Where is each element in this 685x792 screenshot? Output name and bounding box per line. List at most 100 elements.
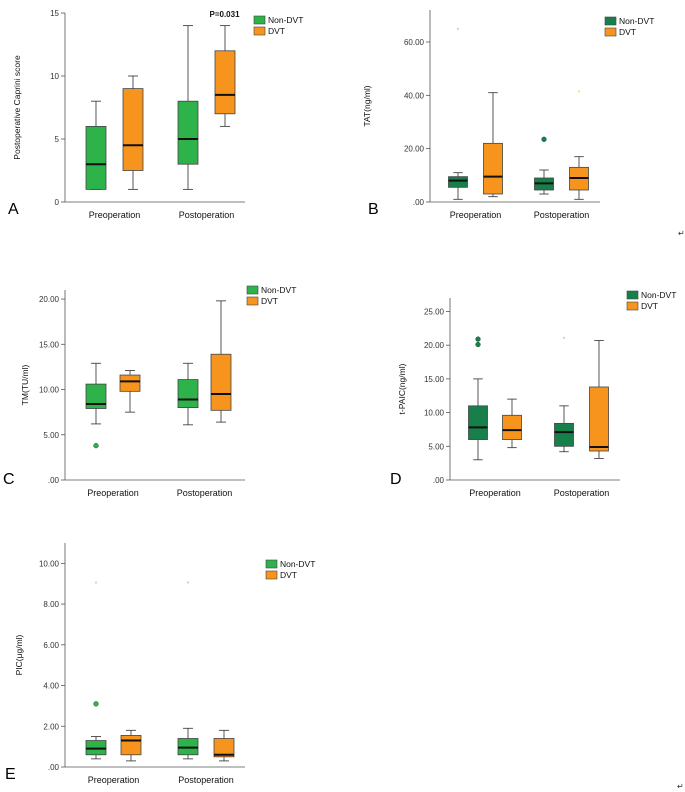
legend-label: Non-DVT	[268, 15, 303, 25]
box-non-dvt-preoperation: *	[85, 581, 107, 760]
legend-label: Non-DVT	[641, 290, 676, 300]
extreme-point: *	[578, 90, 581, 97]
box-dvt-postoperation: *	[569, 90, 589, 200]
legend-swatch	[246, 285, 259, 295]
box-iqr	[210, 353, 232, 411]
x-category-label: Preoperation	[89, 210, 141, 220]
legend-label: DVT	[641, 301, 658, 311]
box-iqr	[502, 414, 522, 440]
chart-panel-d: .00 5.00 10.00 15.00 20.00 25.00 t-PAIC(ng/ml)…	[390, 290, 676, 498]
extreme-point: *	[563, 337, 566, 344]
outlier-point	[541, 136, 547, 142]
y-axis-label: TAT(ng/ml)	[362, 85, 372, 126]
box-non-dvt-postoperation	[177, 362, 199, 426]
box-non-dvt-preoperation	[85, 100, 107, 190]
x-category-label: Preoperation	[469, 488, 521, 498]
outlier-point	[475, 336, 481, 342]
box-non-dvt-preoperation	[85, 362, 107, 449]
y-tick-label: 2.00	[43, 722, 59, 731]
extreme-point: *	[95, 581, 98, 588]
y-tick-label: 25.00	[424, 307, 445, 316]
y-tick-label: 20.00	[424, 341, 445, 350]
y-tick-label: 10	[50, 72, 59, 81]
box-dvt-postoperation	[589, 340, 609, 459]
box-iqr	[85, 126, 107, 190]
y-tick-label: 0	[55, 198, 60, 207]
y-tick-label: 60.00	[404, 38, 425, 47]
y-axis-label: Postoperative Caprini score	[12, 55, 22, 160]
y-tick-label: 15.00	[39, 340, 60, 349]
y-axis-label: PIC(μg/ml)	[14, 634, 24, 675]
y-tick-label: 15	[50, 9, 59, 18]
box-iqr	[589, 386, 609, 452]
legend-swatch	[604, 16, 617, 26]
x-category-label: Postoperation	[534, 210, 590, 220]
legend-label: DVT	[268, 26, 285, 36]
y-tick-label: 15.00	[424, 375, 445, 384]
y-tick-label: 10.00	[39, 559, 60, 568]
box-dvt-postoperation	[213, 729, 235, 762]
box-iqr	[213, 738, 235, 758]
legend-swatch	[246, 296, 259, 306]
y-tick-label: 10.00	[39, 386, 60, 395]
chart-panel-b: .00 20.00 40.00 60.00 TAT(ng/ml) Preoperation…	[362, 10, 654, 220]
x-category-label: Postoperation	[178, 775, 234, 785]
box-dvt-preoperation	[502, 398, 522, 449]
p-value-annotation: P=0.031	[209, 10, 240, 19]
box-iqr	[177, 100, 199, 165]
box-dvt-preoperation	[122, 75, 144, 190]
extreme-point: *	[457, 28, 460, 35]
y-tick-label: 6.00	[43, 641, 59, 650]
x-category-label: Preoperation	[87, 488, 139, 498]
panel-letter: B	[368, 201, 379, 218]
y-tick-label: .00	[48, 476, 60, 485]
panel-letter: A	[8, 201, 19, 218]
outlier-point	[93, 442, 99, 449]
box-iqr	[85, 740, 107, 756]
x-category-label: Postoperation	[177, 488, 233, 498]
box-iqr	[448, 176, 468, 188]
legend-swatch	[626, 290, 639, 300]
y-tick-label: .00	[413, 198, 425, 207]
legend-label: DVT	[619, 27, 636, 37]
box-non-dvt-postoperation	[534, 136, 554, 195]
y-tick-label: 20.00	[404, 145, 425, 154]
y-tick-label: 4.00	[43, 682, 59, 691]
box-iqr	[120, 735, 142, 756]
y-tick-label: 5	[55, 135, 60, 144]
y-tick-label: 5.00	[428, 442, 444, 451]
legend-label: DVT	[280, 570, 297, 580]
outlier-point	[475, 341, 481, 348]
box-non-dvt-preoperation	[468, 336, 488, 461]
box-non-dvt-preoperation: *	[448, 28, 468, 200]
x-category-label: Preoperation	[450, 210, 502, 220]
legend-swatch	[265, 570, 278, 580]
chart-panel-a: 0 5 10 15 Postoperative Caprini score Preoper…	[8, 9, 303, 220]
box-dvt-preoperation	[119, 370, 141, 413]
box-iqr	[483, 142, 503, 195]
box-iqr	[177, 379, 199, 409]
y-tick-label: .00	[433, 476, 445, 485]
legend-label: Non-DVT	[619, 16, 654, 26]
box-iqr	[554, 422, 574, 447]
legend-label: Non-DVT	[261, 285, 296, 295]
outlier-point	[93, 701, 99, 707]
chart-panel-c: .00 5.00 10.00 15.00 20.00 TM(TU/ml) Preoperat…	[3, 285, 296, 498]
box-non-dvt-postoperation: *	[554, 337, 574, 453]
y-tick-label: 20.00	[39, 295, 60, 304]
y-axis-label: t-PAIC(ng/ml)	[397, 363, 407, 414]
legend-swatch	[253, 15, 266, 25]
x-category-label: Preoperation	[88, 775, 140, 785]
legend-swatch	[626, 301, 639, 311]
x-category-label: Postoperation	[554, 488, 610, 498]
x-category-label: Postoperation	[179, 210, 235, 220]
box-dvt-postoperation	[210, 300, 232, 423]
y-tick-label: 8.00	[43, 600, 59, 609]
y-tick-label: 40.00	[404, 91, 425, 100]
return-mark: ↵	[677, 782, 684, 791]
